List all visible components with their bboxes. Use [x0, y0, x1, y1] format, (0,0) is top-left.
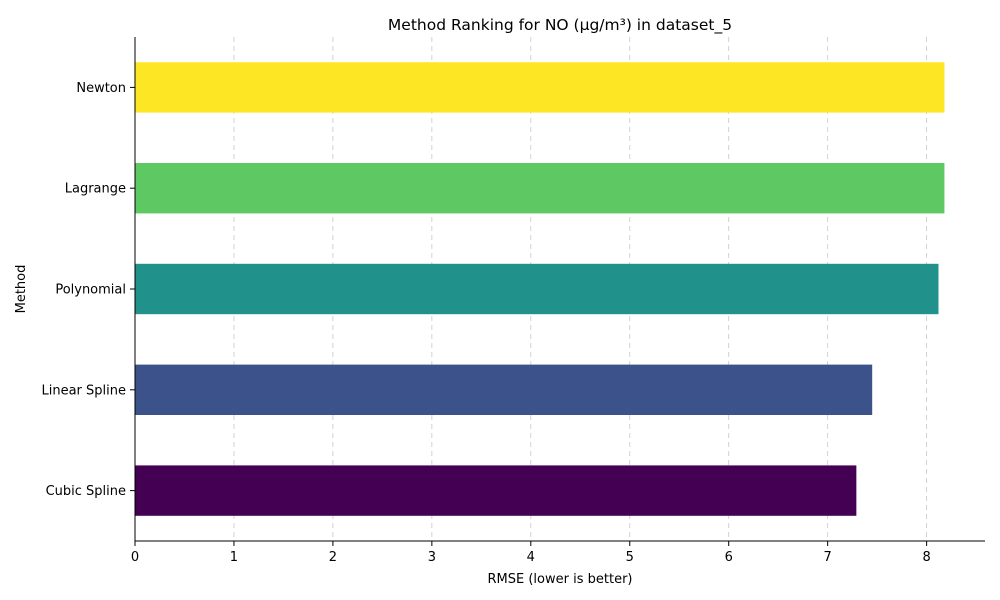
y-tick-label: Lagrange [65, 182, 126, 197]
x-tick-label: 2 [329, 550, 337, 565]
x-tick-label: 8 [922, 550, 930, 565]
x-tick-label: 3 [428, 550, 436, 565]
bar-linear-spline [135, 364, 873, 415]
bar-cubic-spline [135, 465, 857, 516]
chart-title: Method Ranking for NO (μg/m³) in dataset… [388, 16, 732, 35]
x-tick-label: 6 [725, 550, 733, 565]
y-tick-label: Cubic Spline [46, 484, 126, 499]
bar-lagrange [135, 163, 945, 214]
x-tick-label: 5 [626, 550, 634, 565]
x-tick-label: 4 [527, 550, 535, 565]
bar-newton [135, 62, 945, 113]
y-tick-label: Linear Spline [42, 383, 127, 398]
y-tick-label: Polynomial [55, 283, 126, 298]
x-tick-label: 0 [131, 550, 139, 565]
x-tick-label: 7 [824, 550, 832, 565]
ticks: 0 1 2 3 4 5 6 7 8 Cubic Spline Linear Spline Polyno… [42, 81, 931, 565]
y-tick-label: Newton [76, 81, 126, 96]
bar-polynomial [135, 263, 939, 315]
bars [135, 62, 945, 516]
y-axis-label: Method [14, 265, 29, 314]
x-axis-label: RMSE (lower is better) [488, 572, 633, 587]
x-tick-label: 1 [230, 550, 238, 565]
